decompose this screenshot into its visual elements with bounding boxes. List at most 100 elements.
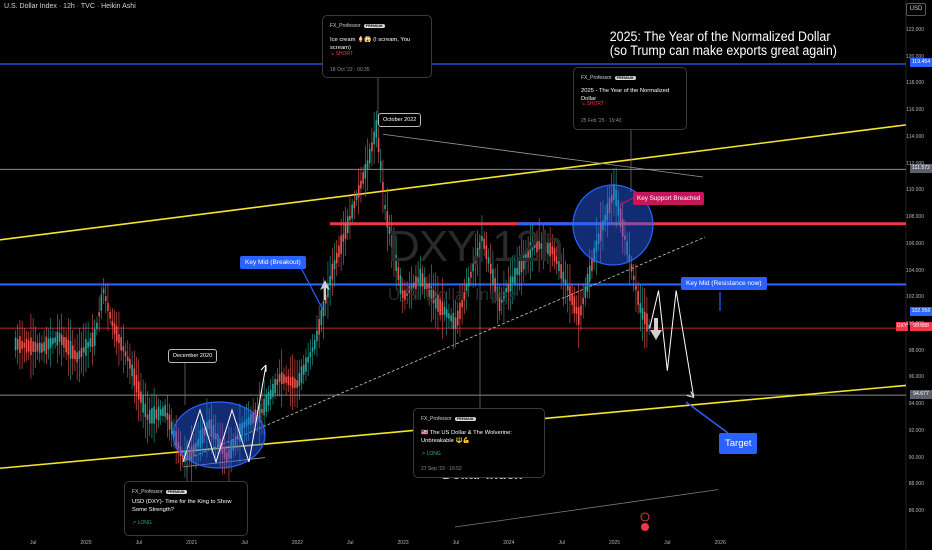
card-direction: ↗ LONG xyxy=(421,451,441,457)
candle xyxy=(201,427,204,444)
candle xyxy=(393,247,395,257)
candle xyxy=(107,302,109,312)
candle xyxy=(144,403,147,418)
callout-key-support-breached[interactable]: Key Support Breached xyxy=(633,192,705,205)
candle xyxy=(586,273,589,292)
candle xyxy=(544,243,547,252)
price-tag-upper-grey: 111.572 xyxy=(910,164,932,173)
candle xyxy=(428,283,430,297)
price-tag-lower-grey: 94.677 xyxy=(910,390,932,399)
x-tick-label: 2023 xyxy=(397,540,409,546)
candle xyxy=(342,234,345,242)
label-october-2022[interactable]: October 2022 xyxy=(378,113,422,127)
card-author: FX_Professor PREMIUM xyxy=(132,489,187,495)
candle xyxy=(467,277,470,287)
price-tag-upper-blue: 119.454 xyxy=(910,58,932,67)
candle xyxy=(553,248,556,262)
candle xyxy=(302,364,305,375)
candle xyxy=(340,235,342,254)
idea-card-king-strength[interactable]: FX_Professor PREMIUM USD (DXY)- Time for … xyxy=(124,481,248,536)
callout-target[interactable]: Target xyxy=(719,433,758,454)
candle xyxy=(461,300,463,308)
candle xyxy=(162,407,164,416)
candle xyxy=(252,412,254,424)
candle xyxy=(412,282,415,288)
candle xyxy=(56,331,59,346)
price-tag-dxy-last: 99.688 xyxy=(910,322,932,331)
y-tick-label: 122.000 xyxy=(905,27,924,33)
y-tick-label: 88.000 xyxy=(908,481,924,488)
candle xyxy=(309,352,312,358)
candle xyxy=(355,195,358,201)
symbol-header[interactable]: U.S. Dollar Index · 12h · TVC · Heikin A… xyxy=(4,3,136,10)
currency-button[interactable]: USD xyxy=(906,3,926,16)
y-tick-label: 92.000 xyxy=(908,427,924,434)
candle xyxy=(562,271,565,283)
candle xyxy=(338,245,340,258)
candle xyxy=(164,405,166,417)
candle xyxy=(555,256,558,264)
candle xyxy=(78,350,81,359)
x-tick-label: 2021 xyxy=(186,540,198,546)
candle xyxy=(371,142,373,152)
candle xyxy=(19,336,21,354)
candle xyxy=(382,182,384,191)
candle xyxy=(131,364,133,377)
candle xyxy=(571,293,573,306)
text-note: 2025: The Year of the Normalized Dollar … xyxy=(610,30,837,58)
candle xyxy=(421,273,424,287)
candle xyxy=(349,215,351,221)
candle xyxy=(643,311,646,325)
y-tick-label: 98.000 xyxy=(908,347,924,354)
candle xyxy=(500,298,503,303)
candle xyxy=(485,245,488,259)
candle xyxy=(417,277,419,283)
candle xyxy=(509,276,512,292)
idea-card-normalized-dollar[interactable]: FX_Professor PREMIUM 2025 - The Year of t… xyxy=(573,67,687,130)
candle xyxy=(241,422,243,435)
candle xyxy=(76,352,78,363)
idea-card-wolverine[interactable]: FX_Professor PREMIUM 🇺🇸 The US Dollar & T… xyxy=(413,408,545,478)
candle xyxy=(168,414,171,430)
y-tick-label: 94.000 xyxy=(908,401,924,408)
candle xyxy=(234,436,237,446)
candle xyxy=(63,337,65,348)
candle xyxy=(258,403,261,422)
candle xyxy=(538,241,540,250)
candle xyxy=(353,201,356,209)
candle xyxy=(617,200,620,216)
callout-key-mid-resistance[interactable]: Key Mid (Resistance now) xyxy=(681,277,767,290)
candle xyxy=(267,392,270,406)
candle xyxy=(74,350,76,360)
candle xyxy=(525,253,527,262)
card-date: 27 Sep '23 · 16:52 xyxy=(421,466,462,472)
candle xyxy=(426,284,428,290)
candle xyxy=(60,334,63,345)
candle xyxy=(195,442,197,451)
candle xyxy=(511,276,514,283)
label-december-2020[interactable]: December 2020 xyxy=(168,349,218,363)
y-tick-label: 118.000 xyxy=(906,80,924,87)
candle xyxy=(395,254,397,272)
candle xyxy=(47,338,50,350)
candle xyxy=(320,310,323,326)
candle xyxy=(591,257,593,271)
w-pattern-arrowhead xyxy=(260,364,267,372)
candle xyxy=(27,340,30,352)
candle xyxy=(498,293,501,311)
y-tick-label: 90.000 xyxy=(908,454,924,461)
candle xyxy=(540,243,543,249)
candle xyxy=(327,283,329,298)
candle xyxy=(333,260,336,270)
candle xyxy=(250,413,252,425)
candle xyxy=(527,248,529,261)
callout-key-mid-breakout[interactable]: Key Mid (Breakout) xyxy=(240,256,306,269)
candle xyxy=(397,267,400,281)
candle xyxy=(16,339,19,350)
idea-card-ice-cream[interactable]: FX_Professor PREMIUM Ice cream 🍦😱 (I scre… xyxy=(322,15,432,78)
candle xyxy=(223,447,226,459)
candle xyxy=(604,215,606,223)
candle xyxy=(265,394,268,412)
candle xyxy=(89,338,92,347)
candle xyxy=(38,342,41,353)
